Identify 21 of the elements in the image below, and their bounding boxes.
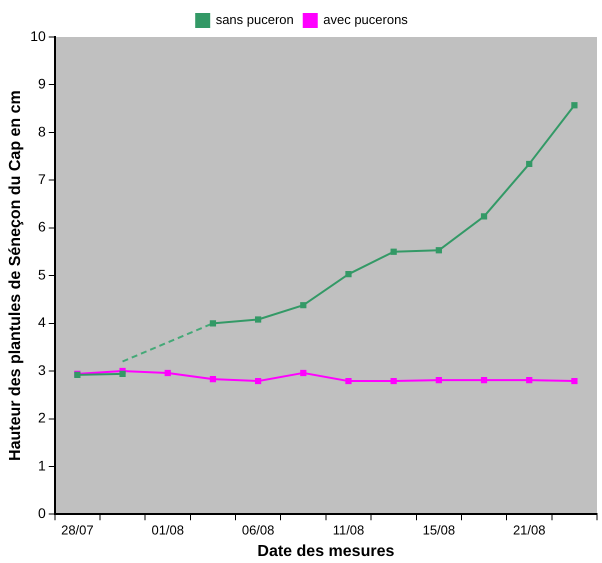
y-tick-label: 4 <box>38 314 46 330</box>
y-axis-title: Hauteur des plantules de Séneçon du Cap en cm <box>7 90 24 461</box>
y-tick-label: 10 <box>30 28 46 44</box>
x-tick-label: 01/08 <box>151 522 184 538</box>
x-axis-title: Date des mesures <box>257 542 394 560</box>
y-tick-label: 7 <box>38 171 46 188</box>
legend-label: avec pucerons <box>323 12 408 28</box>
y-tick-label: 0 <box>38 505 46 522</box>
x-tick-label: 21/08 <box>512 522 546 538</box>
y-tick-label: 3 <box>38 362 46 378</box>
x-tick-label: 06/08 <box>242 522 274 538</box>
y-tick-label: 2 <box>38 410 46 426</box>
x-tick-label: 11/08 <box>332 522 364 538</box>
x-tick-label: 28/07 <box>61 522 94 538</box>
y-tick-label: 5 <box>38 266 46 282</box>
y-tick-label: 9 <box>38 76 46 92</box>
x-tick-label: 15/08 <box>422 522 456 538</box>
y-tick-label: 8 <box>38 123 46 140</box>
y-tick-label: 6 <box>38 218 46 235</box>
y-tick-label: 1 <box>38 457 46 474</box>
legend-label: sans puceron <box>216 12 294 28</box>
